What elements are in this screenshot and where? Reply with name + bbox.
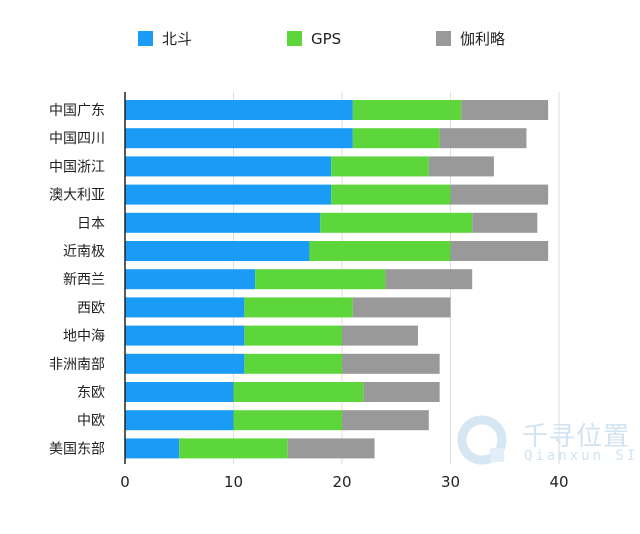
category-label: 东欧 — [77, 385, 105, 401]
category-label: 澳大利亚 — [49, 188, 105, 204]
category-label: 日本 — [77, 216, 105, 232]
bar-segment — [450, 241, 549, 261]
bar-segment — [472, 212, 538, 233]
bar-segment — [352, 297, 451, 318]
legend-label: GPS — [311, 30, 341, 48]
bar-segment — [439, 128, 527, 149]
bar-segment — [125, 382, 234, 402]
bar-segment — [125, 212, 321, 233]
bar-segment — [233, 410, 342, 431]
category-labels: 中国广东中国四川中国浙江澳大利亚日本近南极新西兰西欧地中海非洲南部东欧中欧美国东… — [49, 103, 105, 457]
bar-segment — [450, 184, 549, 205]
bar-segment — [255, 269, 386, 290]
legend: 北斗 GPS 伽利略 — [138, 30, 505, 48]
bar-segment — [244, 325, 342, 346]
bar-segment — [342, 325, 418, 346]
legend-label: 伽利略 — [460, 30, 505, 48]
bar-segment — [320, 212, 473, 233]
x-tick-label: 0 — [120, 473, 130, 491]
legend-label: 北斗 — [162, 30, 192, 48]
x-tick-label: 40 — [549, 473, 568, 491]
bar-segment — [342, 353, 440, 374]
bar-segment — [125, 297, 245, 318]
category-label: 中国浙江 — [49, 159, 105, 175]
bar-segment — [179, 438, 288, 459]
x-tick-label: 30 — [441, 473, 460, 491]
bar-segment — [342, 410, 429, 431]
bar-segment — [287, 438, 375, 459]
bar-segment — [461, 100, 549, 120]
category-label: 中欧 — [77, 413, 105, 429]
bar-segment — [125, 241, 310, 261]
bar-segment — [125, 184, 332, 205]
watermark: 千寻位置 Qianxun SI — [452, 414, 640, 470]
watermark-logo-icon — [457, 415, 507, 465]
bar-segment — [125, 156, 332, 177]
category-label: 西欧 — [77, 300, 105, 316]
category-label: 新西兰 — [63, 272, 105, 288]
bar-segment — [125, 325, 245, 346]
bar-segment — [244, 353, 342, 374]
bar-segment — [125, 128, 353, 149]
bar-segment — [385, 269, 473, 290]
category-label: 美国东部 — [49, 441, 105, 457]
legend-swatch — [138, 31, 153, 46]
bar-segment — [244, 297, 353, 318]
category-label: 近南极 — [63, 244, 105, 260]
bars — [125, 100, 549, 459]
bar-segment — [125, 353, 245, 374]
bar-segment — [233, 382, 364, 402]
category-label: 中国四川 — [49, 131, 105, 147]
bar-segment — [331, 184, 451, 205]
category-label: 非洲南部 — [49, 357, 105, 373]
category-label: 地中海 — [63, 329, 105, 345]
bar-segment — [125, 438, 180, 459]
x-tick-label: 10 — [224, 473, 243, 491]
bar-segment — [125, 269, 256, 290]
watermark-subtitle: Qianxun SI — [524, 448, 639, 464]
x-tick-label: 20 — [332, 473, 351, 491]
bar-segment — [309, 241, 451, 261]
bar-segment — [428, 156, 494, 177]
bar-segment — [352, 128, 440, 149]
x-tick-labels: 0 10 20 30 40 — [120, 473, 568, 491]
legend-swatch — [436, 31, 451, 46]
bar-segment — [125, 410, 234, 431]
bar-segment — [352, 100, 462, 120]
watermark-brand: 千寻位置 — [522, 422, 631, 452]
category-label: 中国广东 — [49, 103, 105, 119]
bar-segment — [125, 100, 353, 120]
legend-swatch — [287, 31, 302, 46]
bar-segment — [363, 382, 440, 402]
bar-segment — [331, 156, 429, 177]
